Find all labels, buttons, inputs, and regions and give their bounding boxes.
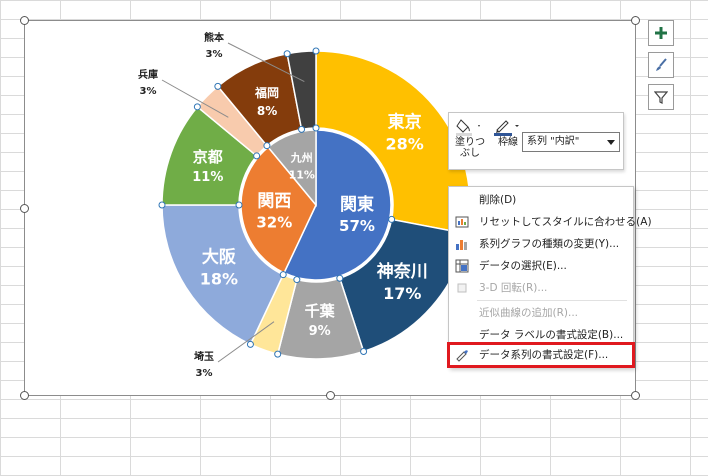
outer-ring-percent: 18% <box>200 270 238 289</box>
resize-handle-middle-left[interactable] <box>20 204 29 213</box>
inner-ring-percent: 57% <box>339 217 375 235</box>
menu-item-label: 3-D 回転(R)... <box>479 282 548 294</box>
menu-item-format-data-labels[interactable]: データ ラベルの書式設定(B)... <box>449 324 633 346</box>
menu-item-format-data-series[interactable]: データ系列の書式設定(F)... <box>447 342 635 368</box>
resize-handle-top-left[interactable] <box>20 16 29 25</box>
select-data-icon <box>455 259 469 273</box>
rotate-3d-icon <box>457 283 467 293</box>
outer-ring-slice[interactable] <box>161 204 285 346</box>
outer-ring-percent: 3% <box>196 368 213 379</box>
outer-ring-percent: 28% <box>385 135 423 154</box>
series-selection-point[interactable] <box>298 125 306 133</box>
chart-styles-button[interactable] <box>648 52 674 78</box>
reset-style-icon <box>455 216 469 228</box>
fill-label-line1: 塗りつ <box>455 137 486 148</box>
brush-icon <box>656 58 667 71</box>
outer-ring-label: 京都 <box>193 148 223 166</box>
series-selection-point[interactable] <box>214 82 222 90</box>
filter-icon <box>654 91 668 104</box>
series-selection-point[interactable] <box>246 340 254 348</box>
resize-handle-bottom-left[interactable] <box>20 391 29 400</box>
series-selection-point[interactable] <box>253 152 261 160</box>
inner-ring-label: 九州 <box>290 150 313 164</box>
series-selection-point[interactable] <box>263 142 271 150</box>
outer-ring-percent: 8% <box>257 104 277 118</box>
outer-ring-label: 東京 <box>388 112 422 133</box>
outer-ring-percent: 17% <box>383 284 421 303</box>
chart-filters-button[interactable] <box>648 84 674 110</box>
series-selection-point[interactable] <box>360 347 368 355</box>
outer-ring-label: 神奈川 <box>377 261 428 282</box>
series-selection-point[interactable] <box>235 201 243 209</box>
fill-label-line2: ぶし <box>460 148 481 159</box>
series-selection-point[interactable] <box>312 124 320 132</box>
series-selection-point[interactable] <box>158 201 166 209</box>
series-selection-point[interactable] <box>312 47 320 55</box>
outer-ring-percent: 11% <box>192 170 223 185</box>
series-selection-point[interactable] <box>283 50 291 58</box>
series-selection-point[interactable] <box>388 215 396 223</box>
outer-ring-percent: 3% <box>140 86 157 97</box>
plus-icon <box>655 27 667 39</box>
outer-ring-label: 大阪 <box>202 247 236 268</box>
menu-item-label: 系列グラフの種類の変更(Y)... <box>479 238 620 250</box>
menu-item-change-chart-type[interactable]: 系列グラフの種類の変更(Y)... <box>449 233 633 255</box>
menu-item-label: 近似曲線の追加(R)... <box>479 307 579 319</box>
series-select-value: 系列 "内訳" <box>527 136 580 147</box>
resize-handle-top-right[interactable] <box>631 16 640 25</box>
outline-label: 枠線 <box>498 137 518 148</box>
context-menu: 削除(D) リセットしてスタイルに合わせる(A) 系列グラフの種類の変更(Y).… <box>447 186 652 368</box>
format-series-icon <box>456 350 468 362</box>
outline-button[interactable]: 枠線 <box>493 117 523 148</box>
menu-separator <box>477 300 627 301</box>
series-selection-point[interactable] <box>274 350 282 358</box>
outer-ring-label: 熊本 <box>204 31 225 44</box>
menu-item-select-data[interactable]: データの選択(E)... <box>449 255 633 277</box>
menu-item-label: データの選択(E)... <box>479 260 567 272</box>
series-selection-point[interactable] <box>193 103 201 111</box>
chart-elements-button[interactable] <box>648 20 674 46</box>
outer-ring-label: 兵庫 <box>138 68 158 81</box>
outer-ring-label: 福岡 <box>254 85 279 100</box>
inner-ring-label: 関東 <box>340 194 374 215</box>
inner-ring-percent: 11% <box>289 168 315 181</box>
leader-line <box>227 42 305 82</box>
menu-item-delete[interactable]: 削除(D) <box>449 189 633 211</box>
resize-handle-bottom-middle[interactable] <box>326 391 335 400</box>
pen-icon <box>494 120 519 136</box>
outer-ring-label: 千葉 <box>305 302 336 320</box>
series-select-dropdown[interactable]: 系列 "内訳" <box>522 132 620 152</box>
inner-ring-label: 関西 <box>257 191 291 211</box>
menu-item-reset-style[interactable]: リセットしてスタイルに合わせる(A) <box>449 211 652 233</box>
menu-item-label: データ系列の書式設定(F)... <box>479 349 609 361</box>
inner-ring-percent: 32% <box>256 213 292 231</box>
chevron-down-icon <box>607 140 615 145</box>
menu-item-add-trendline[interactable]: 近似曲線の追加(R)... <box>449 302 633 324</box>
outer-ring-percent: 3% <box>206 49 223 60</box>
menu-item-label: リセットしてスタイルに合わせる(A) <box>479 216 652 228</box>
series-selection-point[interactable] <box>336 274 344 282</box>
chart-type-icon <box>456 240 467 250</box>
resize-handle-bottom-right[interactable] <box>631 391 640 400</box>
leader-line <box>217 321 275 363</box>
menu-item-label: データ ラベルの書式設定(B)... <box>479 329 624 341</box>
series-selection-point[interactable] <box>293 276 301 284</box>
fill-button[interactable]: 塗りつ ぶし <box>455 117 485 159</box>
outer-ring-label: 埼玉 <box>194 350 214 363</box>
paint-bucket-icon <box>456 119 481 136</box>
series-selection-point[interactable] <box>279 271 287 279</box>
menu-item-label: 削除(D) <box>479 194 517 206</box>
menu-item-3d-rotation[interactable]: 3-D 回転(R)... <box>449 277 633 299</box>
outer-ring-percent: 9% <box>309 324 331 339</box>
leader-line <box>161 79 229 118</box>
